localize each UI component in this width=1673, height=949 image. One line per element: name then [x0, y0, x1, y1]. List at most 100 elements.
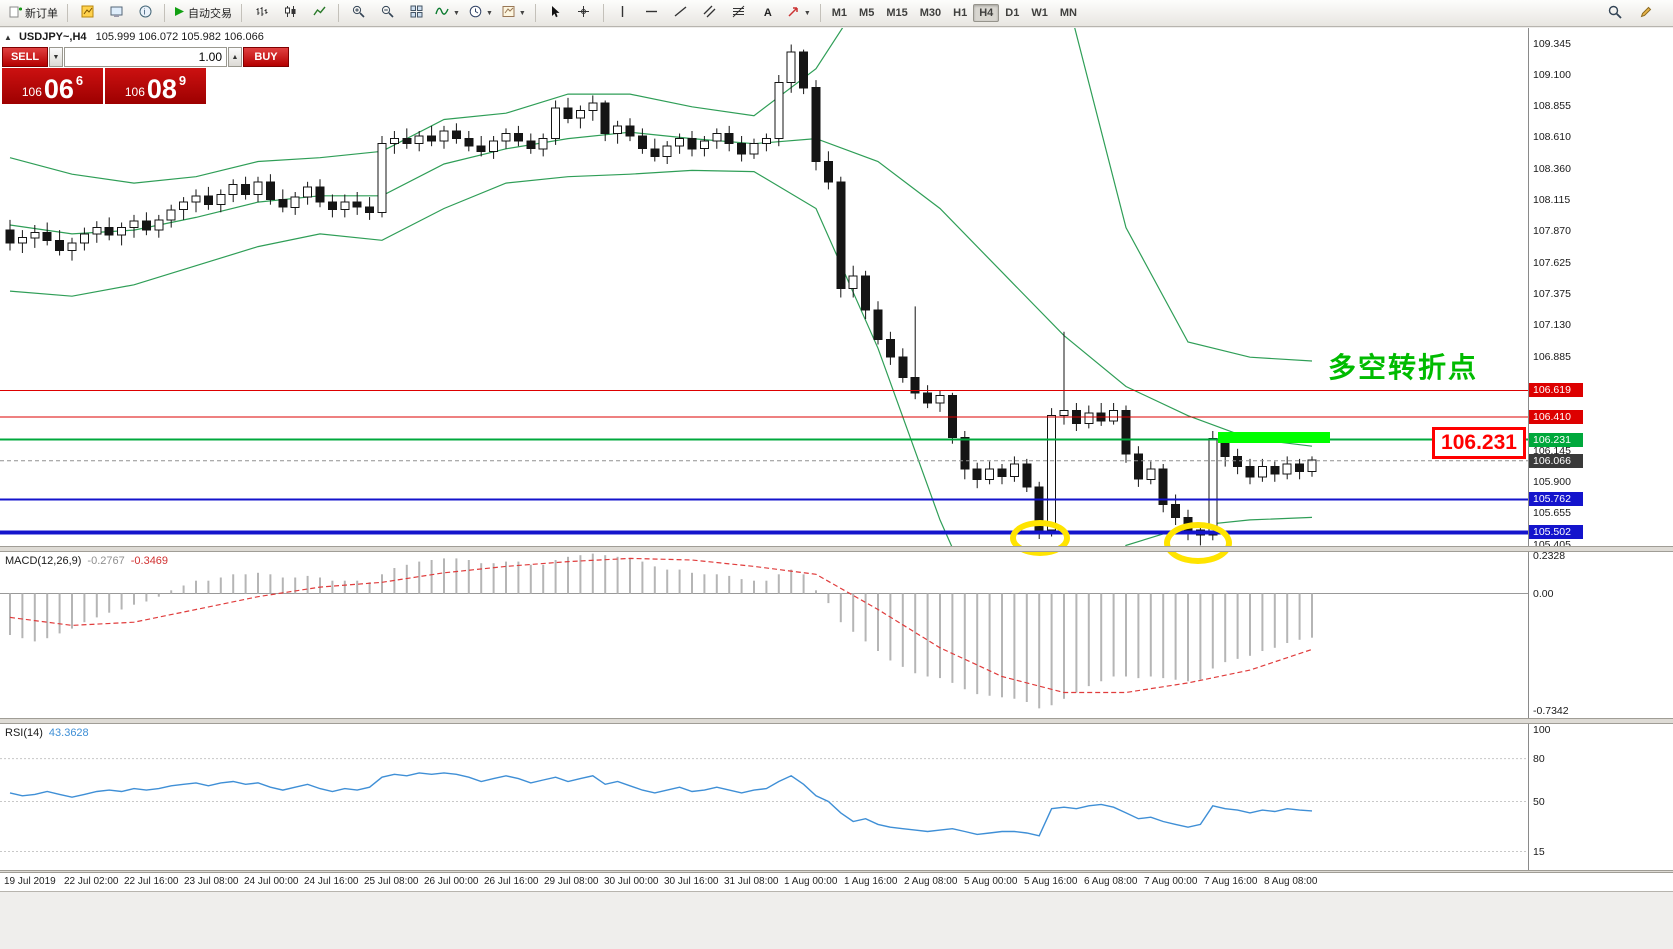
line-chart-mode-button[interactable]	[305, 2, 333, 24]
new-chart-button[interactable]	[73, 2, 101, 24]
autotrading-label: 自动交易	[188, 8, 232, 20]
price-scale-label: 108.360	[1533, 163, 1571, 176]
periods-button[interactable]: ▼	[465, 2, 497, 24]
panel-splitter[interactable]	[0, 718, 1673, 724]
price-scale-marker-106.619: 106.619	[1529, 383, 1583, 398]
panel-splitter[interactable]	[0, 546, 1673, 552]
chart-profiles-button[interactable]	[102, 2, 130, 24]
sell-price-prefix: 106	[21, 85, 42, 99]
templates-button[interactable]: ▼	[498, 2, 530, 24]
symbol-period-label: USDJPY~,H4	[18, 31, 87, 43]
crosshair-tool-button[interactable]	[570, 2, 598, 24]
price-scale-marker-106.066: 106.066	[1529, 453, 1583, 468]
time-axis-label: 1 Aug 16:00	[844, 876, 898, 887]
time-axis-label: 5 Aug 00:00	[964, 876, 1018, 887]
horizontal-line-tool-button[interactable]	[638, 2, 666, 24]
toolbar-separator	[338, 4, 339, 22]
arrows-tool-button[interactable]: ▼	[783, 2, 815, 24]
buy-button[interactable]: BUY	[243, 47, 289, 67]
price-scale-label: 107.870	[1533, 225, 1571, 238]
time-axis[interactable]: 19 Jul 2019 22 Jul 02:00 22 Jul 16:00 23 Ju…	[0, 873, 1673, 891]
yellow-circle-annotation-2	[1164, 522, 1232, 564]
trendline-tool-button[interactable]	[667, 2, 695, 24]
rsi-panel-plot[interactable]	[0, 724, 1528, 870]
cursor-tool-button[interactable]	[541, 2, 569, 24]
volume-up-button[interactable]: ▲	[228, 47, 242, 67]
rsi-scale-label: 50	[1533, 795, 1545, 808]
rsi-value: 43.3628	[48, 727, 89, 739]
timeframe-button-D1[interactable]: D1	[1005, 7, 1020, 19]
autotrading-play-icon	[174, 6, 185, 20]
bar-chart-mode-button[interactable]	[247, 2, 275, 24]
data-window-button[interactable]: i	[131, 2, 159, 24]
autotrading-button[interactable]: 自动交易	[170, 2, 236, 24]
toolbar-separator	[241, 4, 242, 22]
edit-button[interactable]	[1632, 2, 1660, 24]
oneclick-collapse-arrow[interactable]: ▲	[4, 33, 12, 42]
timeframe-button-H4[interactable]: H4	[973, 4, 1000, 22]
time-axis-label: 26 Jul 16:00	[484, 876, 539, 887]
toolbar-separator	[164, 4, 165, 22]
sell-button[interactable]: SELL	[2, 47, 48, 67]
pivot-annotation-text: 多空转折点	[1328, 352, 1479, 383]
main-chart-plot[interactable]	[0, 28, 1528, 546]
fibonacci-tool-button[interactable]	[725, 2, 753, 24]
macd-scale-label: 0.2328	[1533, 550, 1566, 563]
price-scale-label: 105.655	[1533, 506, 1571, 519]
macd-name: MACD(12,26,9)	[5, 555, 82, 567]
chart-title: ▲ USDJPY~,H4 105.999 106.072 105.982 106…	[4, 31, 264, 43]
macd-signal-value: -0.3469	[130, 555, 169, 567]
timeframe-button-M5[interactable]: M5	[859, 7, 875, 19]
main-toolbar: 新订单 i 自动交易 ▼ ▼ ▼ A ▼ M1 M5 M15 M30 H1 H4 D1 W1 M…	[0, 0, 1673, 27]
volume-input[interactable]	[64, 47, 227, 67]
time-axis-label: 8 Aug 08:00	[1264, 876, 1318, 887]
text-tool-button[interactable]: A	[754, 2, 782, 24]
toolbar-right-group	[1601, 2, 1660, 24]
tile-windows-button[interactable]	[402, 2, 430, 24]
zoom-out-button[interactable]	[373, 2, 401, 24]
price-scale-label: 107.375	[1533, 288, 1571, 301]
new-order-button[interactable]: 新订单	[5, 2, 62, 24]
price-scale-label: 105.900	[1533, 475, 1571, 488]
dropdown-caret-icon: ▼	[803, 9, 811, 17]
timeframe-button-W1[interactable]: W1	[1031, 7, 1048, 19]
data-window-icon: i	[139, 5, 152, 21]
search-icon	[1608, 5, 1622, 22]
order-type-dropdown[interactable]: ▼	[49, 47, 63, 67]
price-scale-label: 107.130	[1533, 319, 1571, 332]
timeframe-button-H1[interactable]: H1	[953, 7, 968, 19]
buy-price-prefix: 106	[124, 85, 145, 99]
macd-panel-plot[interactable]	[0, 552, 1528, 718]
buy-price-pip: 9	[178, 73, 187, 88]
time-axis-label: 7 Aug 16:00	[1204, 876, 1258, 887]
time-axis-label: 22 Jul 02:00	[64, 876, 119, 887]
search-button[interactable]	[1601, 2, 1629, 24]
vertical-line-tool-button[interactable]	[609, 2, 637, 24]
indicators-button[interactable]: ▼	[431, 2, 464, 24]
price-scale-label: 106.885	[1533, 350, 1571, 363]
time-axis-label: 30 Jul 16:00	[664, 876, 719, 887]
time-axis-label: 23 Jul 08:00	[184, 876, 239, 887]
timeframe-button-MN[interactable]: MN	[1059, 7, 1077, 19]
horizontal-line-icon	[645, 6, 658, 20]
rsi-scale-label: 100	[1533, 724, 1551, 736]
sell-price-box[interactable]: 106 06 6	[2, 68, 103, 104]
trendline-icon	[674, 5, 687, 21]
time-axis-label: 26 Jul 00:00	[424, 876, 479, 887]
time-axis-label: 19 Jul 2019	[4, 876, 56, 887]
crosshair-icon	[577, 5, 590, 21]
time-axis-label: 25 Jul 08:00	[364, 876, 419, 887]
time-axis-label: 2 Aug 08:00	[904, 876, 958, 887]
new-order-label: 新订单	[25, 8, 58, 20]
time-axis-label: 24 Jul 00:00	[244, 876, 299, 887]
timeframe-button-M15[interactable]: M15	[886, 7, 908, 19]
candlestick-mode-button[interactable]	[276, 2, 304, 24]
zoom-out-icon	[381, 5, 394, 21]
text-tool-label: A	[763, 7, 772, 19]
channel-tool-button[interactable]	[696, 2, 724, 24]
timeframe-button-M1[interactable]: M1	[831, 7, 848, 19]
zoom-in-button[interactable]	[344, 2, 372, 24]
timeframe-button-M30[interactable]: M30	[919, 7, 942, 19]
toolbar-separator	[534, 4, 536, 22]
buy-price-box[interactable]: 106 08 9	[105, 68, 206, 104]
